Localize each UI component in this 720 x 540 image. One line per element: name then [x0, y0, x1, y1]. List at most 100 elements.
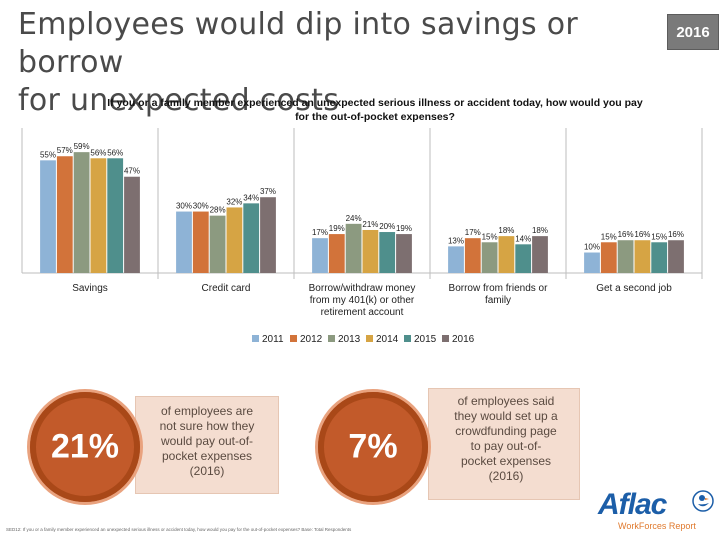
callout-crowdfunding: 7% of employees said they would set up a…	[318, 388, 580, 508]
callout-line: they would set up a	[454, 409, 558, 423]
bar-data-label: 17%	[312, 228, 328, 237]
bar-data-label: 34%	[243, 193, 259, 202]
legend-label: 2012	[300, 334, 323, 345]
bar	[40, 160, 56, 273]
year-badge: 2016	[667, 14, 719, 50]
bar	[243, 203, 260, 273]
legend-swatch	[404, 335, 411, 342]
callout-line: (2016)	[189, 464, 225, 478]
bar	[532, 236, 548, 273]
bar-data-label: 18%	[532, 226, 548, 235]
callout-line: crowdfunding page	[455, 424, 557, 438]
legend-swatch	[290, 335, 297, 342]
bar-data-label: 16%	[618, 230, 634, 239]
chart-title: If you or a family member experienced an…	[95, 96, 655, 124]
legend-swatch	[252, 335, 259, 342]
footnote: SED12: If you or a family member experie…	[6, 527, 352, 532]
bar-data-label: 37%	[260, 187, 276, 196]
bar	[651, 242, 668, 273]
page-title-line2: for unexpected costs	[18, 83, 340, 118]
bar	[192, 211, 209, 273]
callout-value: 21%	[50, 427, 120, 466]
category-label: Savings	[72, 283, 108, 294]
callout-not-sure: 21% of employees are not sure how they w…	[30, 388, 280, 508]
bar-data-label: 57%	[57, 146, 73, 155]
logo-subtitle: WorkForces Report	[618, 521, 696, 531]
bar	[600, 242, 617, 273]
bar-data-label: 20%	[379, 222, 395, 231]
bar-data-label: 15%	[482, 232, 498, 241]
category-label: retirement account	[321, 307, 404, 318]
callout-line: of employees are	[160, 404, 254, 418]
category-label: Credit card	[202, 283, 251, 294]
callout-text: of employees said they would set up a cr…	[436, 394, 576, 484]
bar	[209, 215, 226, 273]
bar-data-label: 24%	[346, 214, 362, 223]
category-label: Borrow/withdraw money	[309, 283, 416, 294]
logo-name: Aflac	[598, 488, 667, 521]
legend-swatch	[328, 335, 335, 342]
bar	[124, 176, 140, 273]
bar-data-label: 14%	[515, 234, 531, 243]
legend-label: 2013	[338, 334, 361, 345]
legend-label: 2011	[262, 334, 284, 345]
callout-line: (2016)	[488, 469, 524, 483]
bar-data-label: 30%	[176, 202, 192, 211]
bar	[328, 234, 345, 273]
bar	[515, 244, 532, 273]
callout-line: would pay out-of-	[160, 434, 254, 448]
callout-text: of employees are not sure how they would…	[142, 404, 272, 479]
bar	[73, 152, 90, 273]
chart-title-line1: If you or a family member experienced an…	[107, 97, 643, 109]
aflac-logo: Aflac WorkForces Report	[598, 488, 716, 536]
bar	[56, 156, 73, 273]
bar	[481, 242, 498, 273]
bar	[617, 240, 634, 273]
category-label: Borrow from friends or	[449, 283, 549, 294]
bar	[448, 246, 464, 273]
category-label: from my 401(k) or other	[310, 295, 415, 306]
bar	[107, 158, 124, 273]
bar-data-label: 32%	[226, 197, 242, 206]
bar-data-label: 16%	[634, 230, 650, 239]
page-title: Employees would dip into savings or borr…	[18, 6, 658, 120]
bar	[312, 238, 328, 273]
callout-line: not sure how they	[159, 419, 255, 433]
callout-line: pocket expenses	[460, 454, 552, 468]
bar-data-label: 21%	[362, 220, 378, 229]
bar-data-label: 15%	[601, 232, 617, 241]
callout-circle: 7%	[318, 392, 428, 502]
callout-panel	[428, 388, 580, 500]
bar	[396, 234, 412, 273]
bar	[498, 236, 515, 273]
bar	[668, 240, 684, 273]
bar-data-label: 55%	[40, 150, 56, 159]
callout-circle: 21%	[30, 392, 140, 502]
bar	[379, 232, 396, 273]
callout-value: 7%	[348, 427, 398, 466]
legend-label: 2016	[452, 334, 475, 345]
legend-swatch	[366, 335, 373, 342]
bar	[362, 229, 379, 273]
bar	[226, 207, 243, 273]
page-title-line1: Employees would dip into savings or borr…	[18, 7, 579, 80]
bar-data-label: 18%	[498, 226, 514, 235]
bar	[260, 197, 276, 273]
bar-data-label: 28%	[210, 206, 226, 215]
bar-data-label: 30%	[193, 202, 209, 211]
bar-data-label: 16%	[668, 230, 684, 239]
bar-data-label: 47%	[124, 167, 140, 176]
bar	[584, 252, 600, 273]
bar-data-label: 56%	[90, 148, 106, 157]
callout-line: to pay out-of-	[470, 439, 542, 453]
bar-data-label: 13%	[448, 236, 464, 245]
callout-line: of employees said	[457, 394, 555, 408]
callout-panel	[135, 396, 279, 494]
legend-swatch	[442, 335, 449, 342]
bar-data-label: 59%	[74, 142, 90, 151]
duck-icon	[692, 490, 714, 512]
legend-label: 2015	[414, 334, 437, 345]
bar-data-label: 15%	[651, 232, 667, 241]
bar-data-label: 19%	[329, 224, 345, 233]
